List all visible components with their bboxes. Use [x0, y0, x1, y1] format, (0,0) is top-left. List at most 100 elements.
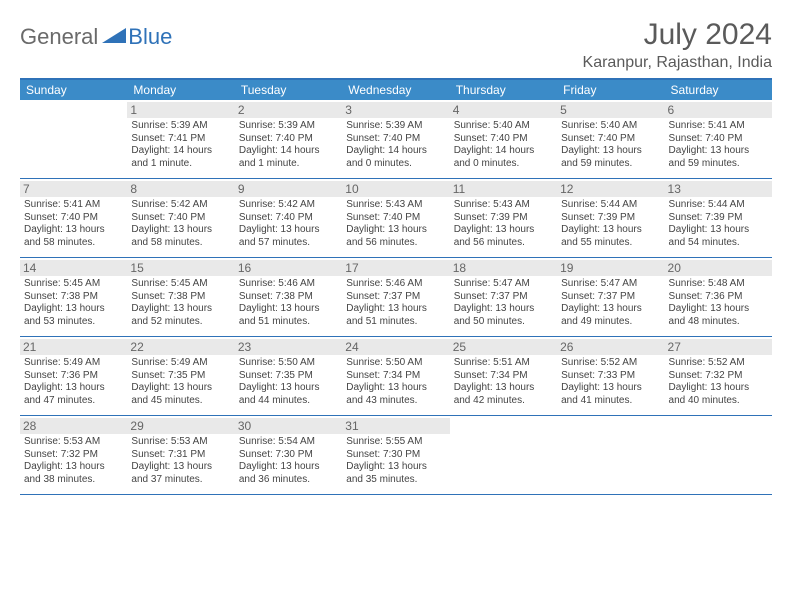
day-number: 16: [235, 260, 342, 276]
sunrise-line: Sunrise: 5:53 AM: [24, 436, 123, 449]
day-number: 6: [665, 102, 772, 118]
title-block: July 2024 Karanpur, Rajasthan, India: [583, 18, 772, 72]
sunset-line: Sunset: 7:41 PM: [131, 133, 230, 146]
day-number: 2: [235, 102, 342, 118]
sunrise-line: Sunrise: 5:50 AM: [239, 357, 338, 370]
weekday-header: Monday: [127, 80, 234, 100]
daylight-line: Daylight: 13 hours and 43 minutes.: [346, 382, 445, 407]
logo-triangle-icon: [102, 26, 126, 49]
sunset-line: Sunset: 7:35 PM: [239, 370, 338, 383]
sunrise-line: Sunrise: 5:45 AM: [24, 278, 123, 291]
day-number: 18: [450, 260, 557, 276]
day-number: 17: [342, 260, 449, 276]
day-cell: 26 Sunrise: 5:52 AMSunset: 7:33 PMDayligh…: [557, 337, 664, 415]
month-title: July 2024: [583, 18, 772, 52]
sunrise-line: Sunrise: 5:49 AM: [131, 357, 230, 370]
sunset-line: Sunset: 7:37 PM: [561, 291, 660, 304]
sunrise-line: Sunrise: 5:47 AM: [561, 278, 660, 291]
daylight-line: Daylight: 13 hours and 41 minutes.: [561, 382, 660, 407]
day-cell: 14Sunrise: 5:45 AMSunset: 7:38 PMDayligh…: [20, 258, 127, 336]
day-number: 31: [342, 418, 449, 434]
sunrise-line: Sunrise: 5:48 AM: [669, 278, 768, 291]
sunrise-line: Sunrise: 5:46 AM: [346, 278, 445, 291]
daylight-line: Daylight: 14 hours and 0 minutes.: [346, 145, 445, 170]
daylight-line: Daylight: 14 hours and 1 minute.: [239, 145, 338, 170]
daylight-line: Daylight: 13 hours and 35 minutes.: [346, 461, 445, 486]
week-row: 7Sunrise: 5:41 AMSunset: 7:40 PMDaylight…: [20, 179, 772, 258]
day-number: 9: [235, 181, 342, 197]
daylight-line: Daylight: 13 hours and 50 minutes.: [454, 303, 553, 328]
sunset-line: Sunset: 7:40 PM: [239, 133, 338, 146]
daylight-line: Daylight: 14 hours and 1 minute.: [131, 145, 230, 170]
sunset-line: Sunset: 7:30 PM: [239, 449, 338, 462]
sunset-line: Sunset: 7:36 PM: [669, 291, 768, 304]
day-cell: 16Sunrise: 5:46 AMSunset: 7:38 PMDayligh…: [235, 258, 342, 336]
day-cell: 29Sunrise: 5:53 AMSunset: 7:31 PMDayligh…: [127, 416, 234, 494]
day-number: 22: [127, 339, 234, 355]
day-number: 13: [665, 181, 772, 197]
weekday-header: Saturday: [665, 80, 772, 100]
sunset-line: Sunset: 7:39 PM: [561, 212, 660, 225]
day-number: 19: [557, 260, 664, 276]
daylight-line: Daylight: 13 hours and 36 minutes.: [239, 461, 338, 486]
day-number: 14: [20, 260, 127, 276]
day-number: 23: [235, 339, 342, 355]
sunrise-line: Sunrise: 5:43 AM: [346, 199, 445, 212]
sunset-line: Sunset: 7:34 PM: [346, 370, 445, 383]
sunset-line: Sunset: 7:31 PM: [131, 449, 230, 462]
weekday-header: Friday: [557, 80, 664, 100]
day-number: 26: [557, 339, 664, 355]
daylight-line: Daylight: 13 hours and 54 minutes.: [669, 224, 768, 249]
sunrise-line: Sunrise: 5:45 AM: [131, 278, 230, 291]
daylight-line: Daylight: 13 hours and 55 minutes.: [561, 224, 660, 249]
daylight-line: Daylight: 13 hours and 51 minutes.: [239, 303, 338, 328]
day-cell: 11Sunrise: 5:43 AMSunset: 7:39 PMDayligh…: [450, 179, 557, 257]
sunrise-line: Sunrise: 5:41 AM: [669, 120, 768, 133]
sunset-line: Sunset: 7:39 PM: [669, 212, 768, 225]
day-cell: .: [665, 416, 772, 494]
sunrise-line: Sunrise: 5:42 AM: [131, 199, 230, 212]
sunrise-line: Sunrise: 5:43 AM: [454, 199, 553, 212]
day-number: 4: [450, 102, 557, 118]
sunset-line: Sunset: 7:35 PM: [131, 370, 230, 383]
calendar: SundayMondayTuesdayWednesdayThursdayFrid…: [20, 78, 772, 495]
day-cell: 15 Sunrise: 5:45 AMSunset: 7:38 PMDayligh…: [127, 258, 234, 336]
week-row: .1Sunrise: 5:39 AMSunset: 7:41 PMDayligh…: [20, 100, 772, 179]
daylight-line: Daylight: 13 hours and 44 minutes.: [239, 382, 338, 407]
day-cell: 28Sunrise: 5:53 AMSunset: 7:32 PMDayligh…: [20, 416, 127, 494]
day-cell: 9Sunrise: 5:42 AMSunset: 7:40 PMDaylight…: [235, 179, 342, 257]
day-number: 15: [127, 260, 234, 276]
week-row: 28Sunrise: 5:53 AMSunset: 7:32 PMDayligh…: [20, 416, 772, 495]
sunrise-line: Sunrise: 5:44 AM: [669, 199, 768, 212]
day-cell: 30Sunrise: 5:54 AMSunset: 7:30 PMDayligh…: [235, 416, 342, 494]
day-cell: 31Sunrise: 5:55 AMSunset: 7:30 PMDayligh…: [342, 416, 449, 494]
day-number: 24: [342, 339, 449, 355]
day-cell: 25Sunrise: 5:51 AMSunset: 7:34 PMDayligh…: [450, 337, 557, 415]
day-cell: 17Sunrise: 5:46 AMSunset: 7:37 PMDayligh…: [342, 258, 449, 336]
day-number: 25: [450, 339, 557, 355]
sunset-line: Sunset: 7:34 PM: [454, 370, 553, 383]
sunset-line: Sunset: 7:38 PM: [131, 291, 230, 304]
sunset-line: Sunset: 7:32 PM: [24, 449, 123, 462]
daylight-line: Daylight: 13 hours and 49 minutes.: [561, 303, 660, 328]
sunrise-line: Sunrise: 5:52 AM: [561, 357, 660, 370]
sunset-line: Sunset: 7:40 PM: [669, 133, 768, 146]
sunset-line: Sunset: 7:33 PM: [561, 370, 660, 383]
logo-text-general: General: [20, 24, 98, 50]
day-cell: .: [557, 416, 664, 494]
sunrise-line: Sunrise: 5:39 AM: [131, 120, 230, 133]
day-number: 3: [342, 102, 449, 118]
day-number: 21: [20, 339, 127, 355]
daylight-line: Daylight: 13 hours and 38 minutes.: [24, 461, 123, 486]
day-cell: 5Sunrise: 5:40 AMSunset: 7:40 PMDaylight…: [557, 100, 664, 178]
day-cell: 6Sunrise: 5:41 AMSunset: 7:40 PMDaylight…: [665, 100, 772, 178]
day-cell: 23 Sunrise: 5:50 AMSunset: 7:35 PMDayligh…: [235, 337, 342, 415]
weekday-header: Sunday: [20, 80, 127, 100]
daylight-line: Daylight: 13 hours and 42 minutes.: [454, 382, 553, 407]
daylight-line: Daylight: 13 hours and 52 minutes.: [131, 303, 230, 328]
sunset-line: Sunset: 7:40 PM: [24, 212, 123, 225]
daylight-line: Daylight: 13 hours and 57 minutes.: [239, 224, 338, 249]
day-number: 10: [342, 181, 449, 197]
sunrise-line: Sunrise: 5:42 AM: [239, 199, 338, 212]
sunset-line: Sunset: 7:37 PM: [454, 291, 553, 304]
